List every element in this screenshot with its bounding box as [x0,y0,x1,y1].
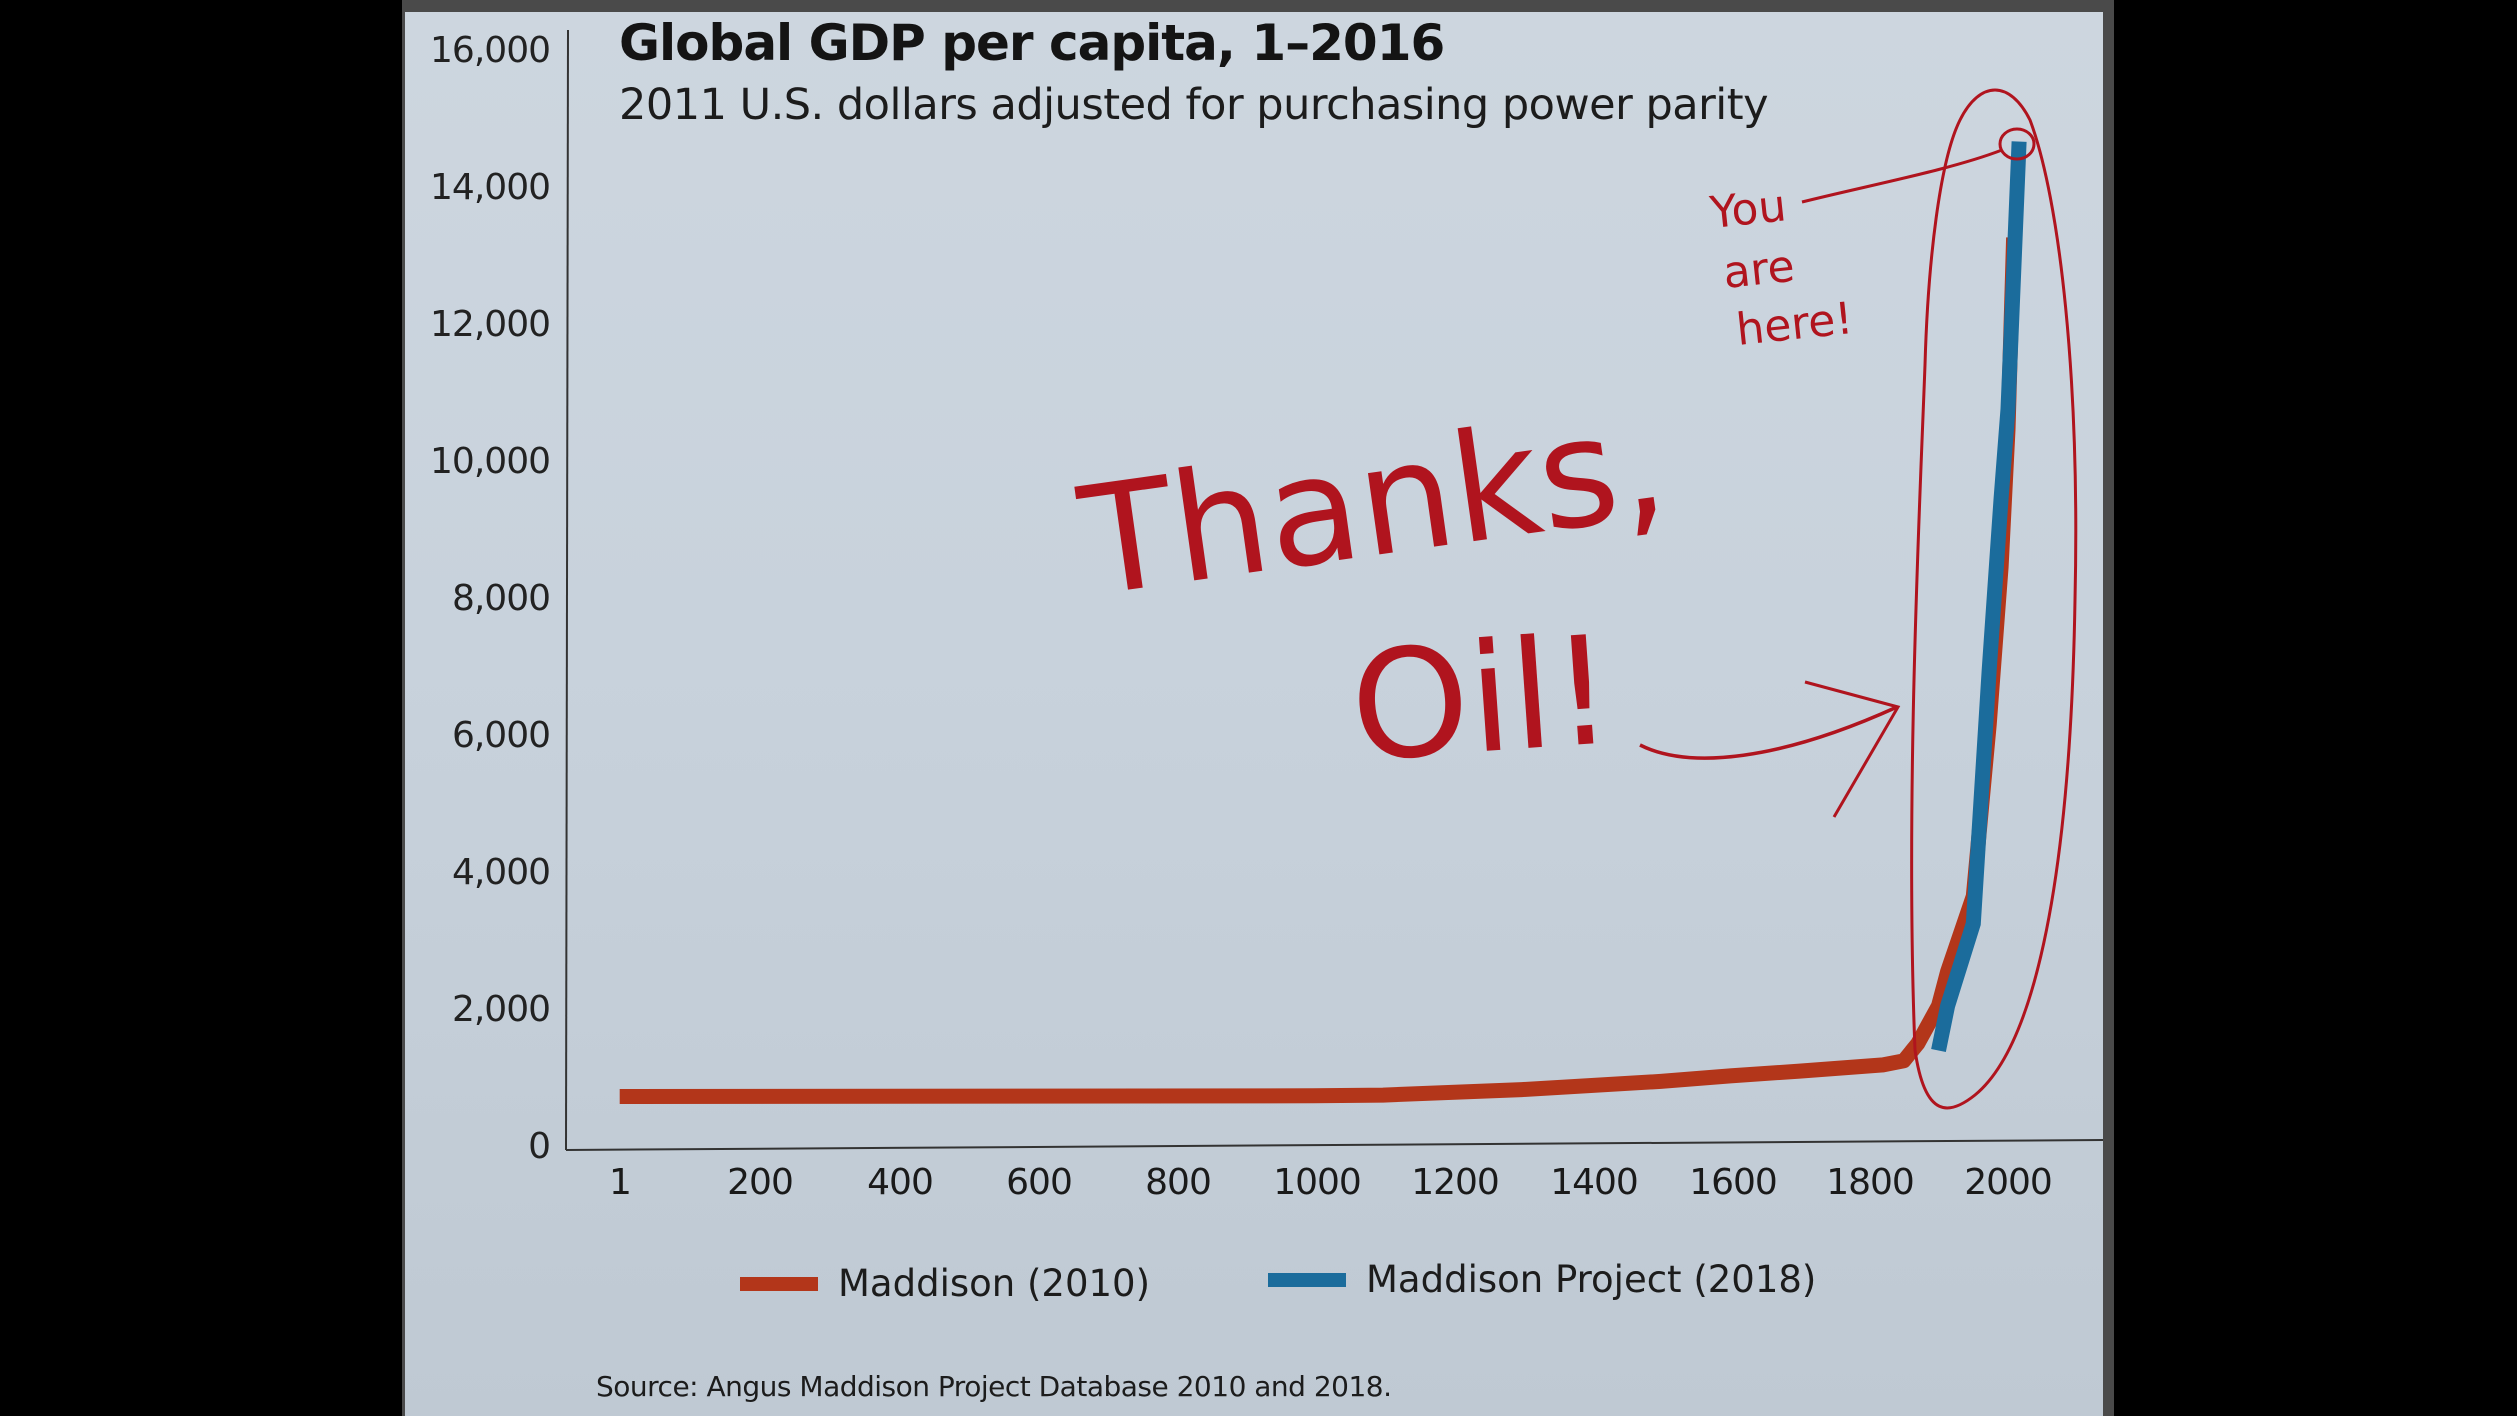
legend-item-maddison-2010: Maddison (2010) [740,1262,1150,1305]
x-tick-label: 1200 [1411,1162,1500,1203]
x-tick-label: 1800 [1826,1162,1915,1203]
series-line-maddison-project-2018 [1931,141,2027,1052]
x-tick-label: 1000 [1273,1162,1362,1203]
handwritten-arrow-icon [1639,705,1898,760]
y-tick-label: 14,000 [430,167,551,208]
x-tick-label: 2000 [1964,1162,2053,1203]
chart-title: Global GDP per capita, 1–2016 [619,14,1445,72]
legend-swatch-blue-icon [1268,1272,1346,1287]
x-axis-line [565,1139,2104,1151]
legend-item-maddison-project-2018: Maddison Project (2018) [1268,1258,1816,1301]
y-tick-label: 10,000 [430,441,551,482]
y-tick-label: 16,000 [430,30,551,71]
handwritten-endpoint-circle-icon [1998,127,2036,161]
annotation-are-text: are [1721,241,1797,299]
y-tick-label: 12,000 [430,304,551,345]
y-tick-label: 6,000 [451,715,551,756]
x-tick-label: 600 [1006,1162,1073,1203]
y-axis-line [565,29,569,1151]
chart-subtitle: 2011 U.S. dollars adjusted for purchasin… [619,80,1769,130]
annotation-thanks-text: Thanks, [1070,377,1676,631]
source-note: Source: Angus Maddison Project Database … [596,1370,1392,1403]
annotation-here-text: here! [1734,293,1855,356]
y-tick-label: 2,000 [451,989,551,1030]
handwritten-arrowhead-icon [1804,680,1901,818]
x-tick-label: 1400 [1550,1162,1639,1203]
x-tick-label: 800 [1145,1162,1212,1203]
y-tick-label: 4,000 [451,852,551,893]
x-tick-label: 200 [727,1162,794,1203]
x-tick-label: 400 [867,1162,934,1203]
x-tick-label: 1 [609,1162,632,1203]
handwritten-pointer-line-icon [1801,148,2003,204]
y-tick-label: 8,000 [451,578,551,619]
y-tick-label: 0 [528,1126,551,1167]
x-tick-label: 1600 [1689,1162,1778,1203]
legend-swatch-red-icon [740,1276,818,1291]
annotation-oil-text: Oil! [1345,604,1618,796]
legend-label: Maddison Project (2018) [1366,1258,1817,1301]
legend-label: Maddison (2010) [838,1262,1151,1305]
handwritten-oval-icon [1910,88,2078,1110]
paper-card [405,12,2103,1416]
series-line-maddison-2010 [619,237,2022,1104]
annotation-you-text: You [1707,180,1789,239]
